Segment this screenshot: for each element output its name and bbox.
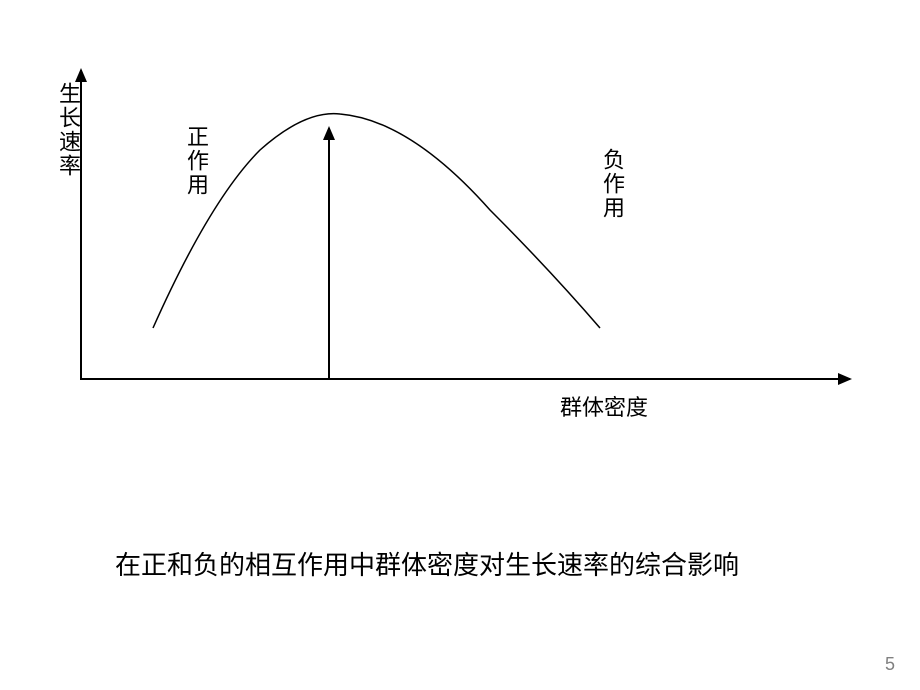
x-axis-label: 群体密度 (560, 390, 648, 422)
page-number: 5 (885, 654, 895, 675)
curve-path (153, 114, 600, 328)
figure-caption: 在正和负的相互作用中群体密度对生长速率的综合影响 (115, 545, 739, 582)
chart-container: 生长速率 正作用 负作用 群体密度 (80, 70, 850, 380)
y-axis-label: 生长速率 (52, 82, 84, 178)
left-annotation: 正作用 (180, 125, 212, 197)
right-annotation: 负作用 (596, 148, 628, 220)
growth-curve (80, 70, 850, 380)
